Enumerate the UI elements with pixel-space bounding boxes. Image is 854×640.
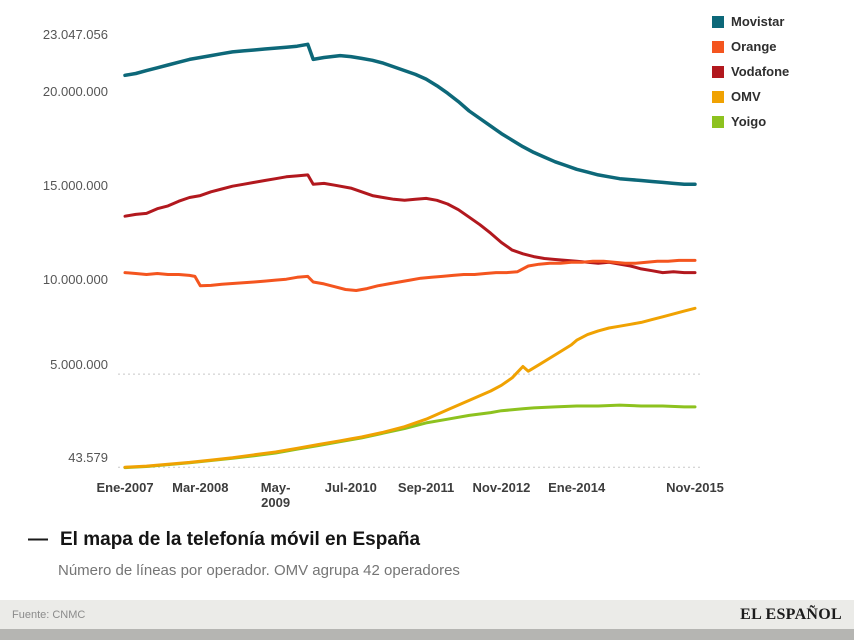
legend-label: Yoigo xyxy=(731,114,767,129)
x-axis-label: Nov-2015 xyxy=(666,480,724,495)
x-axis-label: Jul-2010 xyxy=(325,480,377,495)
series-line-omv xyxy=(123,306,697,469)
x-axis-label: Mar-2008 xyxy=(172,480,228,495)
legend-swatch xyxy=(712,40,724,53)
series-line-orange xyxy=(123,258,697,292)
y-axis-label: 15.000.000 xyxy=(43,178,108,193)
footer-strip xyxy=(0,629,854,640)
legend-label: Orange xyxy=(731,39,777,54)
chart-title: El mapa de la telefonía móvil en España xyxy=(60,529,421,550)
series-line-vodafone xyxy=(123,173,697,275)
footer-bar: Fuente: CNMC EL ESPAÑOL xyxy=(0,600,854,629)
chart-subtitle: Número de líneas por operador. OMV agrup… xyxy=(58,562,460,579)
x-axis-label: Ene-2007 xyxy=(96,480,153,495)
legend-swatch xyxy=(712,65,724,78)
legend-label: Movistar xyxy=(731,14,785,29)
x-axis-label: May-2009 xyxy=(261,480,291,510)
legend-item-movistar: Movistar xyxy=(712,14,789,29)
chart-title-row: — El mapa de la telefonía móvil en Españ… xyxy=(28,528,854,551)
source-note: Fuente: CNMC xyxy=(12,608,86,621)
legend-item-omv: OMV xyxy=(712,89,789,104)
x-axis-label: Ene-2014 xyxy=(548,480,606,495)
legend: Movistar Orange Vodafone OMV Yoigo xyxy=(712,14,789,129)
legend-item-orange: Orange xyxy=(712,39,789,54)
legend-swatch xyxy=(712,15,724,28)
series-line-yoigo xyxy=(123,403,697,470)
legend-item-yoigo: Yoigo xyxy=(712,114,789,129)
title-dash: — xyxy=(28,528,48,550)
series-line-movistar xyxy=(123,42,697,187)
legend-swatch xyxy=(712,115,724,128)
legend-label: Vodafone xyxy=(731,64,790,79)
y-axis-label: 23.047.056 xyxy=(43,27,108,42)
line-chart: 23.047.056 20.000.000 15.000.000 10.000.000… xyxy=(43,27,724,510)
y-axis-label: 5.000.000 xyxy=(50,357,108,372)
brand-logo: EL ESPAÑOL xyxy=(740,605,842,623)
y-axis-label: 20.000.000 xyxy=(43,84,108,99)
x-axis-label: Sep-2011 xyxy=(398,480,454,495)
legend-swatch xyxy=(712,90,724,103)
y-axis-label: 43.579 xyxy=(68,450,108,465)
legend-item-vodafone: Vodafone xyxy=(712,64,789,79)
x-axis-label: Nov-2012 xyxy=(472,480,530,495)
y-axis-label: 10.000.000 xyxy=(43,272,108,287)
legend-label: OMV xyxy=(731,89,761,104)
